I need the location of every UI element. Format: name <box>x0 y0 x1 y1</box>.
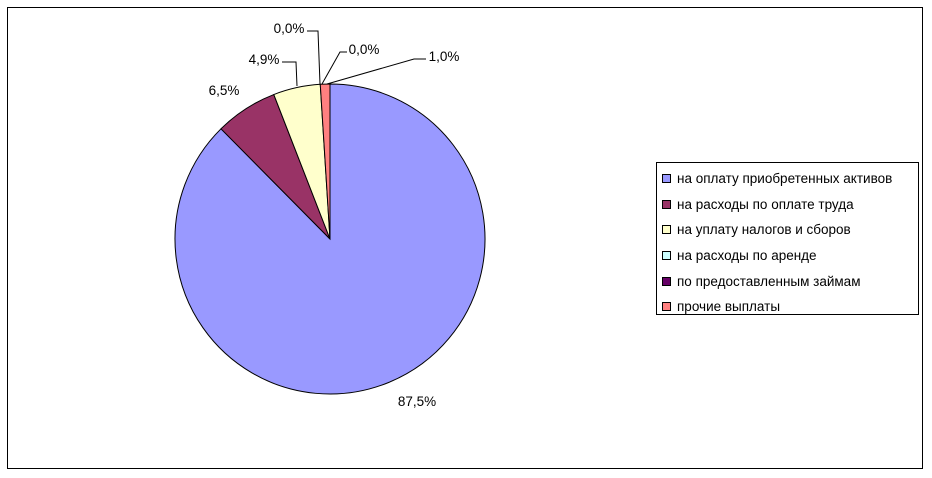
leader-line <box>282 61 298 87</box>
leader-lines <box>282 30 426 87</box>
legend-label: на уплату налогов и сборов <box>677 222 851 238</box>
legend-label: на оплату приобретенных активов <box>677 171 893 187</box>
leader-line <box>307 30 321 85</box>
leader-line <box>321 51 347 85</box>
data-label: 0,0% <box>349 42 380 57</box>
legend: на оплату приобретенных активов на расхо… <box>656 162 919 315</box>
data-label: 4,9% <box>249 52 280 67</box>
legend-swatch <box>662 199 671 209</box>
data-label: 87,5% <box>398 394 436 409</box>
legend-swatch <box>662 302 671 312</box>
legend-item: на уплату налогов и сборов <box>657 217 918 243</box>
legend-item: прочие выплаты <box>657 294 918 320</box>
legend-item: на расходы по аренде <box>657 243 918 269</box>
legend-label: прочие выплаты <box>677 299 781 315</box>
data-label: 1,0% <box>429 49 460 64</box>
pie-slices <box>174 83 486 395</box>
legend-item: по предоставленным займам <box>657 268 918 294</box>
data-labels: 87,5% 6,5% 4,9% 0,0% 0,0% 1,0% <box>209 21 460 409</box>
legend-swatch <box>662 276 671 286</box>
legend-item: на расходы по оплате труда <box>657 192 918 218</box>
legend-swatch <box>662 174 671 184</box>
leader-line <box>326 58 426 85</box>
pie-slice <box>174 83 486 395</box>
legend-item: на оплату приобретенных активов <box>657 166 918 192</box>
legend-swatch <box>662 225 671 235</box>
data-label: 0,0% <box>274 21 305 36</box>
data-label: 6,5% <box>209 83 240 98</box>
legend-swatch <box>662 251 671 261</box>
pie-slice <box>319 83 331 240</box>
legend-label: на расходы по оплате труда <box>677 196 854 212</box>
legend-label: по предоставленным займам <box>677 273 861 289</box>
legend-label: на расходы по аренде <box>677 248 817 264</box>
